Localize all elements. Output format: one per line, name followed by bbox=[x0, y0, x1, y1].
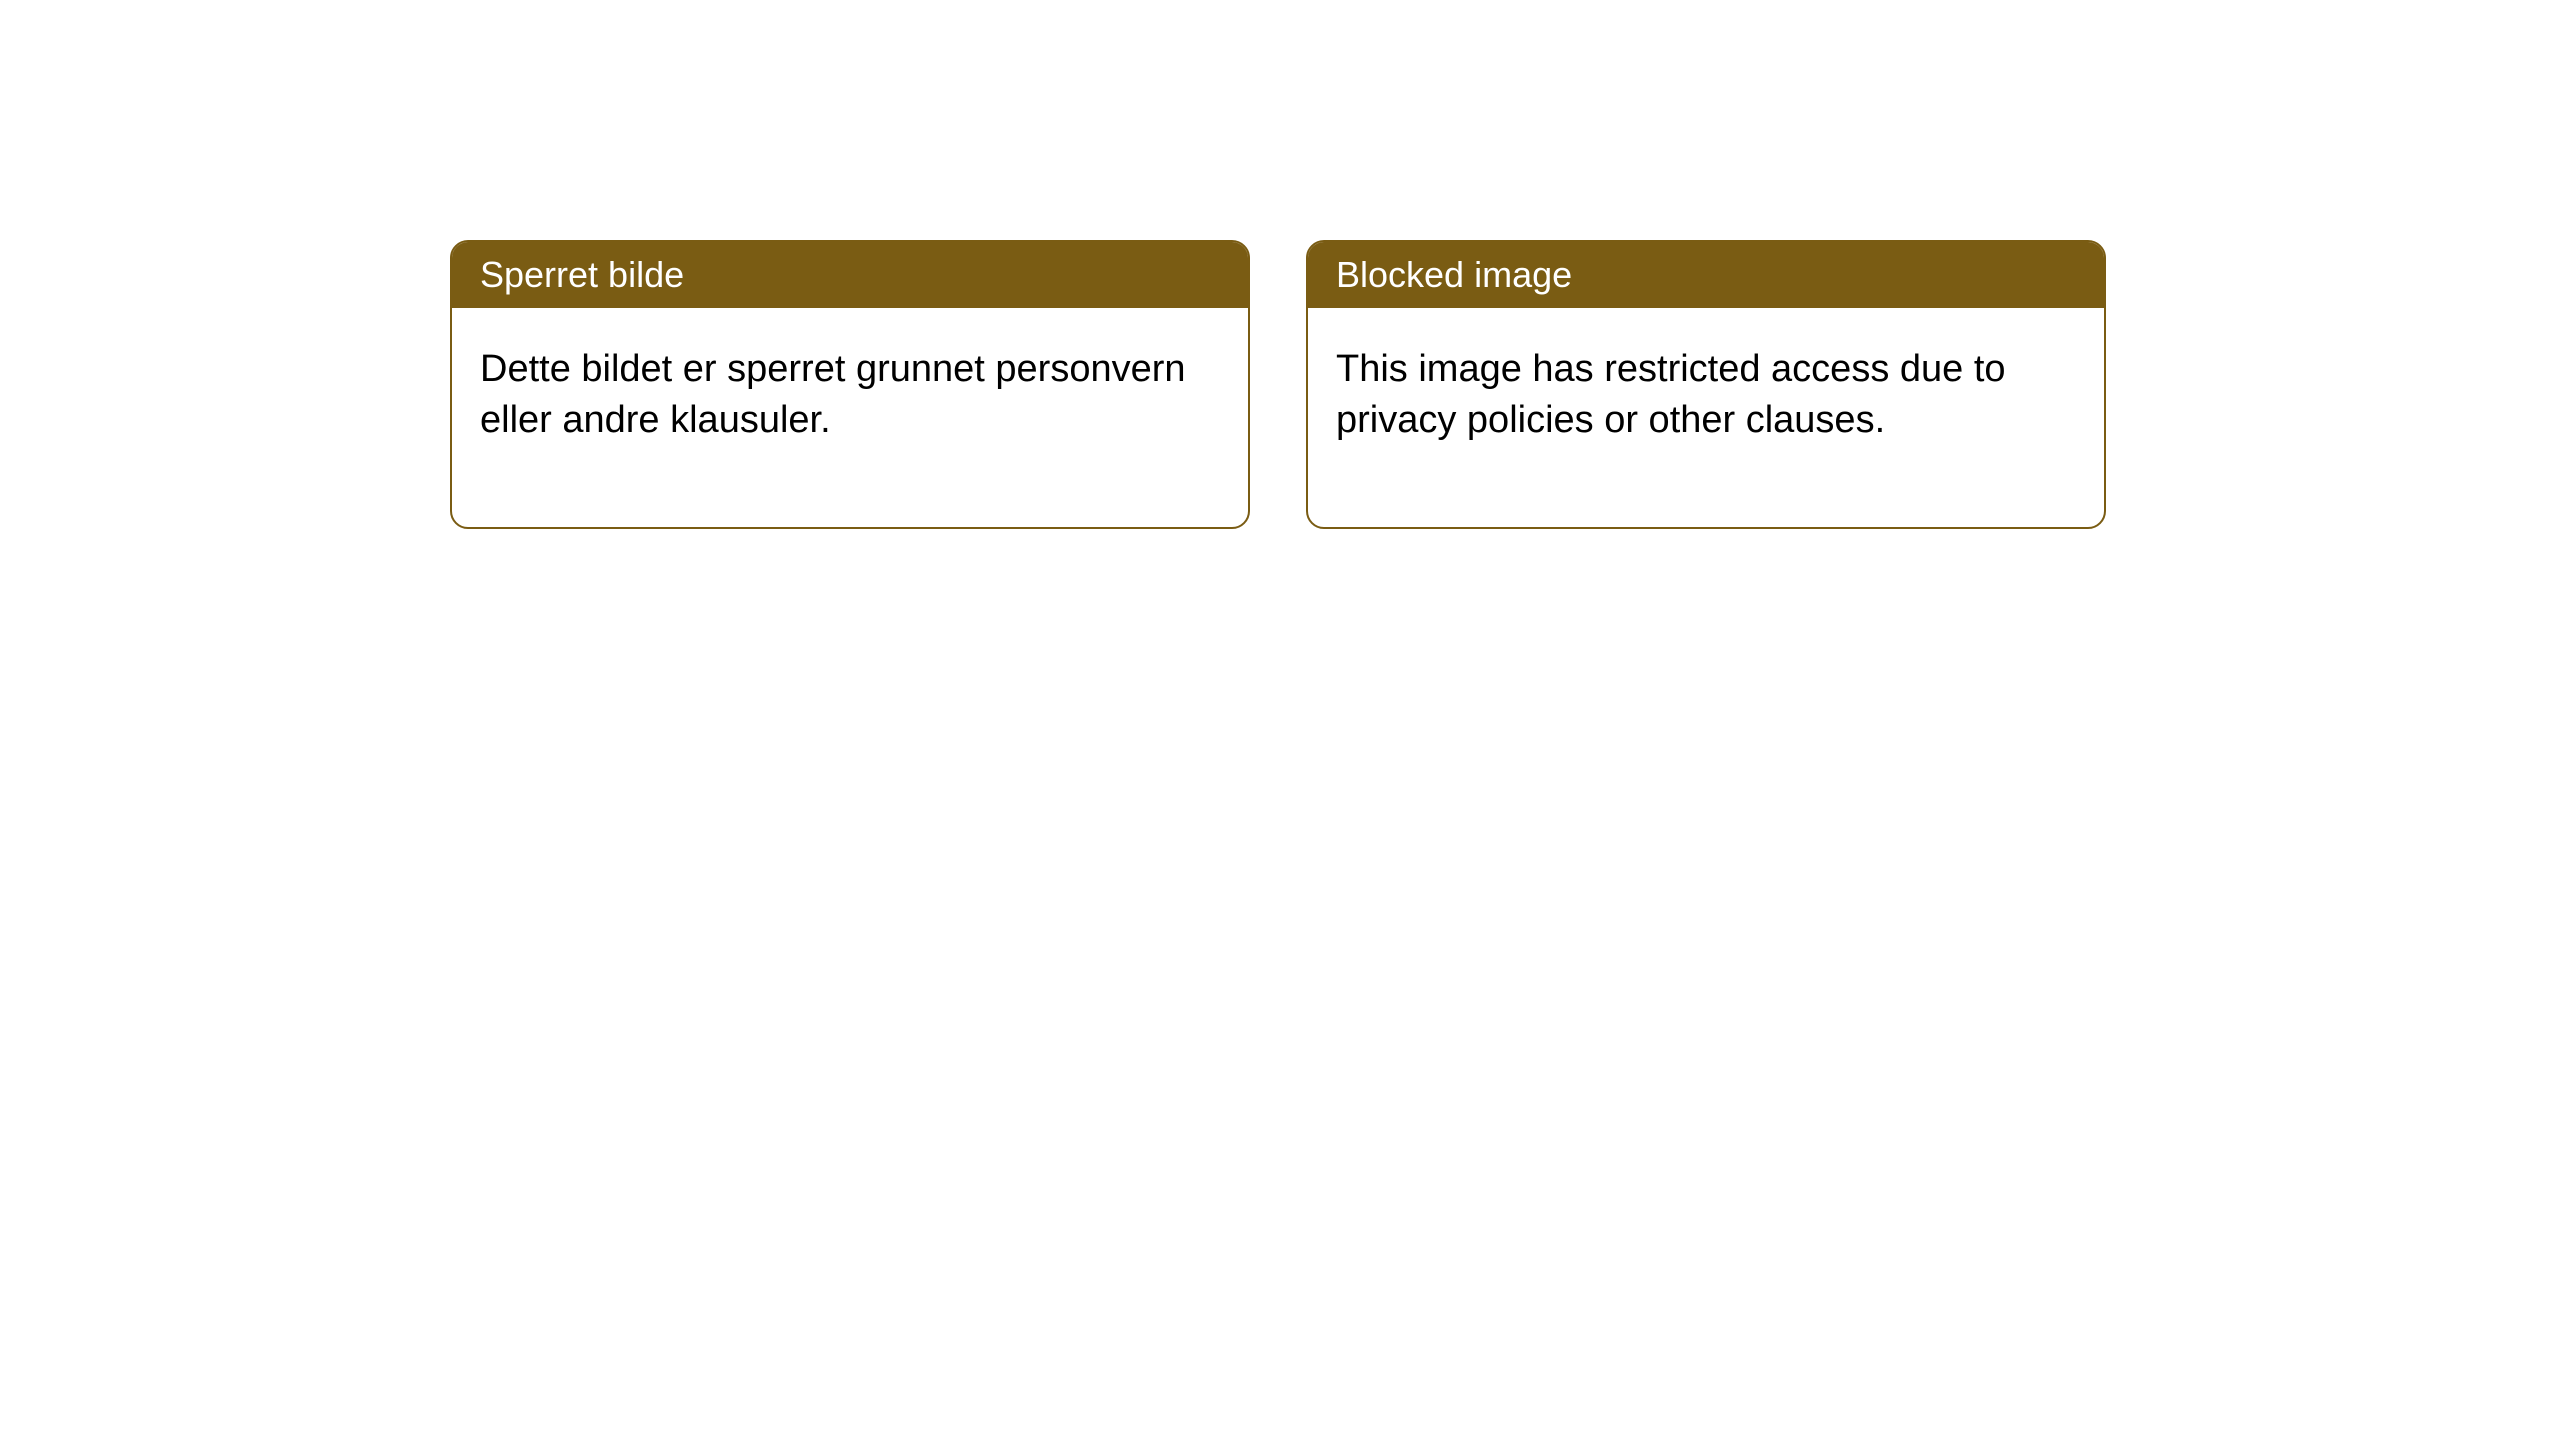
card-header-norwegian: Sperret bilde bbox=[452, 242, 1248, 308]
card-body-english: This image has restricted access due to … bbox=[1308, 308, 2104, 527]
card-header-english: Blocked image bbox=[1308, 242, 2104, 308]
blocked-image-card-norwegian: Sperret bilde Dette bildet er sperret gr… bbox=[450, 240, 1250, 529]
card-body-norwegian: Dette bildet er sperret grunnet personve… bbox=[452, 308, 1248, 527]
notice-container: Sperret bilde Dette bildet er sperret gr… bbox=[450, 240, 2106, 529]
blocked-image-card-english: Blocked image This image has restricted … bbox=[1306, 240, 2106, 529]
